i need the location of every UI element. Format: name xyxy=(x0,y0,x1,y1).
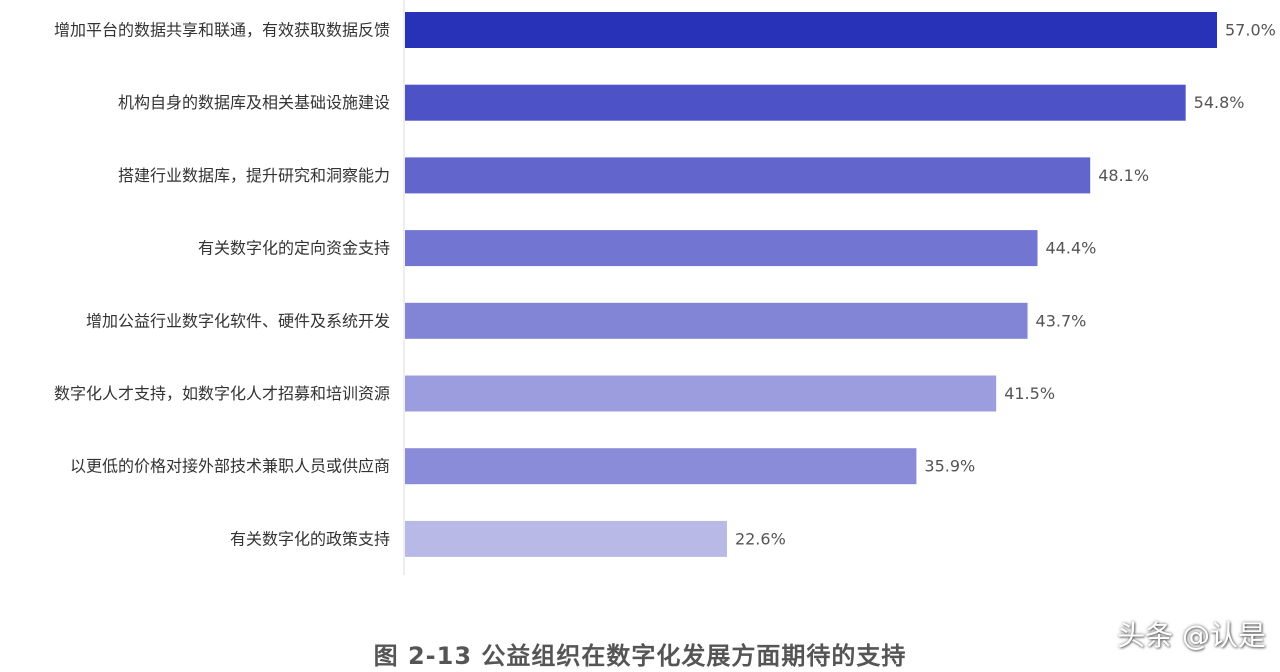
value-label: 35.9% xyxy=(924,457,975,476)
category-label: 搭建行业数据库，提升研究和洞察能力 xyxy=(118,166,390,185)
value-label: 48.1% xyxy=(1098,166,1149,185)
value-label: 57.0% xyxy=(1225,21,1276,40)
bar-chart: 增加平台的数据共享和联通，有效获取数据反馈 57.0% 机构自身的数据库及相关基础设… xyxy=(54,0,1276,575)
category-label: 增加公益行业数字化软件、硬件及系统开发 xyxy=(86,311,390,330)
category-label: 以更低的价格对接外部技术兼职人员或供应商 xyxy=(70,457,390,476)
value-label: 22.6% xyxy=(735,529,786,548)
value-label: 41.5% xyxy=(1004,384,1055,403)
bar xyxy=(405,157,1091,194)
bar xyxy=(405,448,917,485)
bar xyxy=(405,375,997,412)
value-label: 43.7% xyxy=(1036,311,1087,330)
category-label: 机构自身的数据库及相关基础设施建设 xyxy=(118,93,390,112)
value-label: 44.4% xyxy=(1046,239,1097,258)
bar xyxy=(405,84,1186,121)
watermark: 头条 @认是 xyxy=(1117,619,1266,652)
bar xyxy=(405,230,1038,267)
category-label: 有关数字化的定向资金支持 xyxy=(198,239,390,258)
category-label: 有关数字化的政策支持 xyxy=(230,529,390,548)
value-label: 54.8% xyxy=(1194,93,1245,112)
bar xyxy=(405,520,727,557)
bar xyxy=(405,302,1028,339)
bar xyxy=(405,12,1217,48)
category-label: 增加平台的数据共享和联通，有效获取数据反馈 xyxy=(54,21,390,40)
category-label: 数字化人才支持，如数字化人才招募和培训资源 xyxy=(54,384,390,403)
chart-title: 图 2-13 公益组织在数字化发展方面期待的支持 xyxy=(373,642,907,670)
